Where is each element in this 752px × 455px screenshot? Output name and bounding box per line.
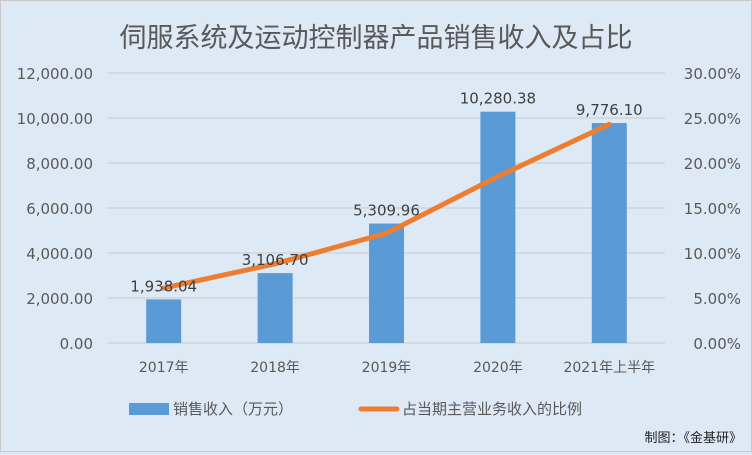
- x-tick-label: 2021年上半年: [563, 360, 655, 376]
- left-tick-label: 0.00: [60, 335, 93, 353]
- legend-label-bar: 销售收入（万元）: [173, 400, 293, 418]
- source-note: 制图：《金基研》: [644, 430, 742, 446]
- legend-swatch-bar: [129, 403, 169, 415]
- right-tick-label: 0.00%: [693, 335, 741, 353]
- left-tick-label: 2,000.00: [26, 290, 93, 308]
- bar-data-label: 1,938.04: [130, 277, 197, 295]
- left-tick-label: 10,000.00: [17, 110, 93, 128]
- left-tick-label: 6,000.00: [26, 200, 93, 218]
- legend-label-line: 占当期主营业务收入的比例: [402, 400, 582, 418]
- left-tick-label: 8,000.00: [26, 155, 93, 173]
- bar: [258, 273, 293, 343]
- right-tick-label: 5.00%: [693, 290, 741, 308]
- bar: [146, 299, 181, 343]
- right-tick-label: 15.00%: [684, 200, 741, 218]
- x-tick-label: 2017年: [139, 360, 189, 376]
- bar: [592, 123, 627, 343]
- bar-data-label: 5,309.96: [353, 202, 420, 220]
- chart-title: 伺服系统及运动控制器产品销售收入及占比: [120, 23, 633, 54]
- right-tick-label: 25.00%: [684, 110, 741, 128]
- x-tick-label: 2018年: [250, 360, 300, 376]
- left-tick-label: 12,000.00: [17, 65, 93, 83]
- bar: [369, 224, 404, 343]
- right-tick-label: 10.00%: [684, 245, 741, 263]
- bar-data-label: 10,280.38: [460, 90, 536, 108]
- right-tick-label: 30.00%: [684, 65, 741, 83]
- x-tick-label: 2019年: [362, 360, 412, 376]
- x-tick-label: 2020年: [473, 360, 523, 376]
- bar-data-label: 3,106.70: [242, 251, 309, 269]
- right-tick-label: 20.00%: [684, 155, 741, 173]
- left-tick-label: 4,000.00: [26, 245, 93, 263]
- bar-data-label: 9,776.10: [576, 101, 643, 119]
- bar: [480, 112, 515, 343]
